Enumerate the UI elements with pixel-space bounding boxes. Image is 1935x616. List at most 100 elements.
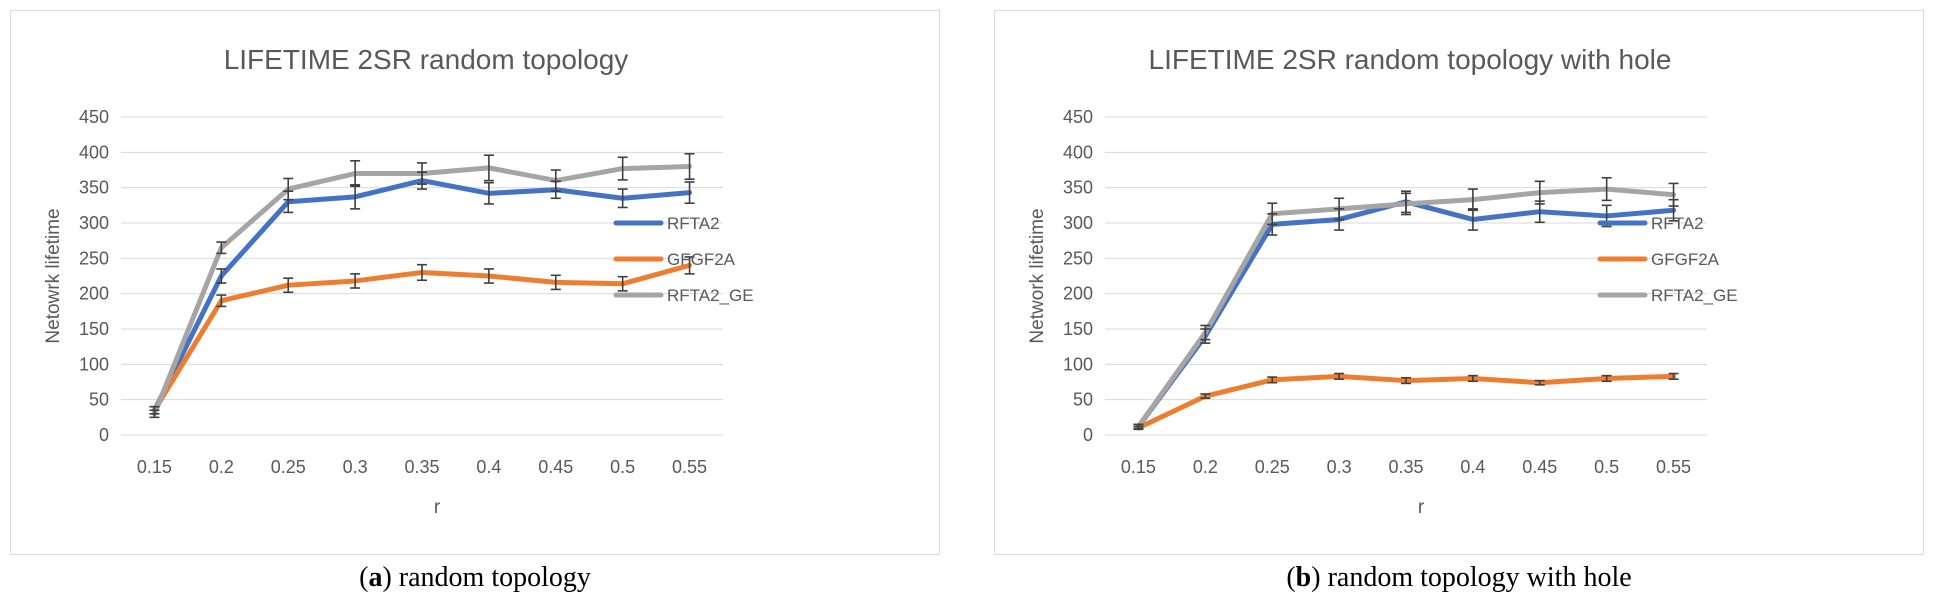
y-tick-label: 450 — [79, 107, 109, 127]
legend-label: GFGF2A — [667, 250, 736, 269]
error-bar-gfgf2a — [1267, 376, 1278, 384]
y-tick-label: 450 — [1063, 107, 1093, 127]
x-tick-label: 0.45 — [1522, 457, 1557, 477]
x-tick-label: 0.3 — [343, 457, 368, 477]
error-bar-rfta2_ge — [1334, 197, 1345, 221]
chart-panel-a: LIFETIME 2SR random topology 0 50 100 150 200… — [10, 10, 940, 555]
legend-label: GFGF2A — [1651, 250, 1720, 269]
error-bar-rfta2_ge — [1401, 192, 1411, 216]
y-tick-label: 300 — [1063, 213, 1093, 233]
error-bar-rfta2_ge — [1601, 176, 1612, 202]
x-tick-label: 0.55 — [1656, 457, 1691, 477]
caption-a: (a) random topology — [359, 562, 591, 593]
x-tick-label: 0.5 — [610, 457, 635, 477]
y-tick-label: 400 — [1063, 142, 1093, 162]
y-tick-label: 0 — [1083, 425, 1093, 445]
series-line-gfgf2a — [151, 262, 693, 413]
error-bar-rfta2_ge — [350, 160, 361, 188]
x-tick-label: 0.25 — [1255, 457, 1290, 477]
error-bar-gfgf2a — [283, 277, 294, 294]
y-tick-label: 350 — [1063, 178, 1093, 198]
error-bar-rfta2_ge — [483, 154, 494, 182]
error-bar-gfgf2a — [1401, 376, 1411, 385]
x-tick-label: 0.15 — [137, 457, 172, 477]
legend-item-rfta2_ge: RFTA2_GE — [1597, 286, 1738, 305]
error-bar-gfgf2a — [1668, 372, 1679, 380]
legend-item-rfta2: RFTA2 — [1597, 214, 1704, 233]
error-bar-gfgf2a — [216, 294, 227, 308]
y-tick-label: 250 — [1063, 248, 1093, 268]
legend-item-gfgf2a: GFGF2A — [613, 250, 736, 269]
y-tick-label: 350 — [79, 178, 109, 198]
error-bar-rfta2_ge — [149, 409, 160, 419]
y-tick-label: 400 — [79, 142, 109, 162]
error-bar-rfta2_ge — [550, 169, 561, 192]
caption-b-text: random topology with hole — [1320, 562, 1632, 593]
x-axis-label: r — [434, 497, 441, 518]
error-bar-rfta2_ge — [417, 162, 427, 185]
legend-label: RFTA2 — [1651, 214, 1704, 233]
y-axis-label: Network lifetime — [1027, 208, 1048, 343]
error-bar-rfta2_ge — [1467, 188, 1478, 212]
y-tick-label: 150 — [79, 319, 109, 339]
x-tick-label: 0.25 — [271, 457, 306, 477]
x-tick-label: 0.45 — [538, 457, 573, 477]
x-tick-label: 0.2 — [1193, 457, 1218, 477]
legend-item-rfta2: RFTA2 — [613, 214, 720, 233]
y-tick-label: 100 — [1063, 354, 1093, 374]
chart-panel-b: LIFETIME 2SR random topology with hole 0 5… — [994, 10, 1924, 555]
caption-b-letter: b — [1295, 562, 1312, 593]
y-tick-label: 50 — [89, 390, 109, 410]
x-tick-label: 0.55 — [672, 457, 707, 477]
error-bar-rfta2_ge — [1668, 182, 1679, 207]
chart-title: LIFETIME 2SR random topology — [224, 44, 629, 75]
error-bar-rfta2_ge — [1534, 180, 1545, 205]
legend-item-rfta2_ge: RFTA2_GE — [613, 286, 754, 305]
error-bar-rfta2 — [216, 268, 227, 284]
error-bar-gfgf2a — [483, 268, 494, 284]
error-bar-gfgf2a — [1200, 393, 1211, 400]
y-tick-label: 250 — [79, 248, 109, 268]
legend-item-gfgf2a: GFGF2A — [1597, 250, 1720, 269]
error-bar-rfta2_ge — [617, 156, 628, 181]
x-tick-label: 0.15 — [1121, 457, 1156, 477]
x-tick-label: 0.4 — [476, 457, 501, 477]
chart-a-svg: LIFETIME 2SR random topology 0 50 100 150 200… — [43, 44, 754, 518]
y-tick-label: 150 — [1063, 319, 1093, 339]
error-bar-gfgf2a — [550, 274, 561, 291]
x-tick-label: 0.5 — [1594, 457, 1619, 477]
error-bar-rfta2_ge — [1133, 423, 1144, 430]
error-bar-gfgf2a — [417, 263, 427, 282]
x-tick-label: 0.35 — [1388, 457, 1423, 477]
x-tick-label: 0.35 — [404, 457, 439, 477]
x-tick-label: 0.2 — [209, 457, 234, 477]
y-tick-label: 200 — [79, 284, 109, 304]
legend-label: RFTA2_GE — [1651, 286, 1738, 305]
error-bar-gfgf2a — [1334, 372, 1345, 380]
error-bar-rfta2_ge — [216, 241, 227, 255]
chart-title: LIFETIME 2SR random topology with hole — [1149, 44, 1672, 75]
error-bar-rfta2_ge — [684, 152, 695, 180]
caption-a-letter: a — [368, 562, 383, 593]
error-bar-gfgf2a — [350, 273, 361, 289]
series-line-rfta2_ge — [151, 163, 693, 417]
error-bar-rfta2_ge — [1200, 324, 1211, 341]
chart-b-svg: LIFETIME 2SR random topology with hole 0 5… — [1027, 44, 1738, 518]
x-axis-label: r — [1418, 497, 1425, 518]
x-tick-label: 0.3 — [1327, 457, 1352, 477]
y-axis-label: Netowrk lifetime — [43, 208, 64, 343]
x-tick-label: 0.4 — [1460, 457, 1485, 477]
y-tick-label: 300 — [79, 213, 109, 233]
error-bar-gfgf2a — [1467, 374, 1478, 383]
error-bar-gfgf2a — [684, 256, 695, 275]
error-bar-gfgf2a — [1601, 374, 1612, 383]
legend-label: RFTA2_GE — [667, 286, 754, 305]
caption-b: (b) random topology with hole — [1286, 562, 1632, 593]
caption-a-text: random topology — [391, 562, 591, 593]
error-bar-gfgf2a — [617, 275, 628, 292]
error-bar-gfgf2a — [1534, 379, 1545, 386]
y-tick-label: 50 — [1073, 390, 1093, 410]
y-tick-label: 100 — [79, 354, 109, 374]
error-bar-rfta2 — [617, 188, 628, 209]
error-bar-rfta2_ge — [283, 177, 294, 201]
